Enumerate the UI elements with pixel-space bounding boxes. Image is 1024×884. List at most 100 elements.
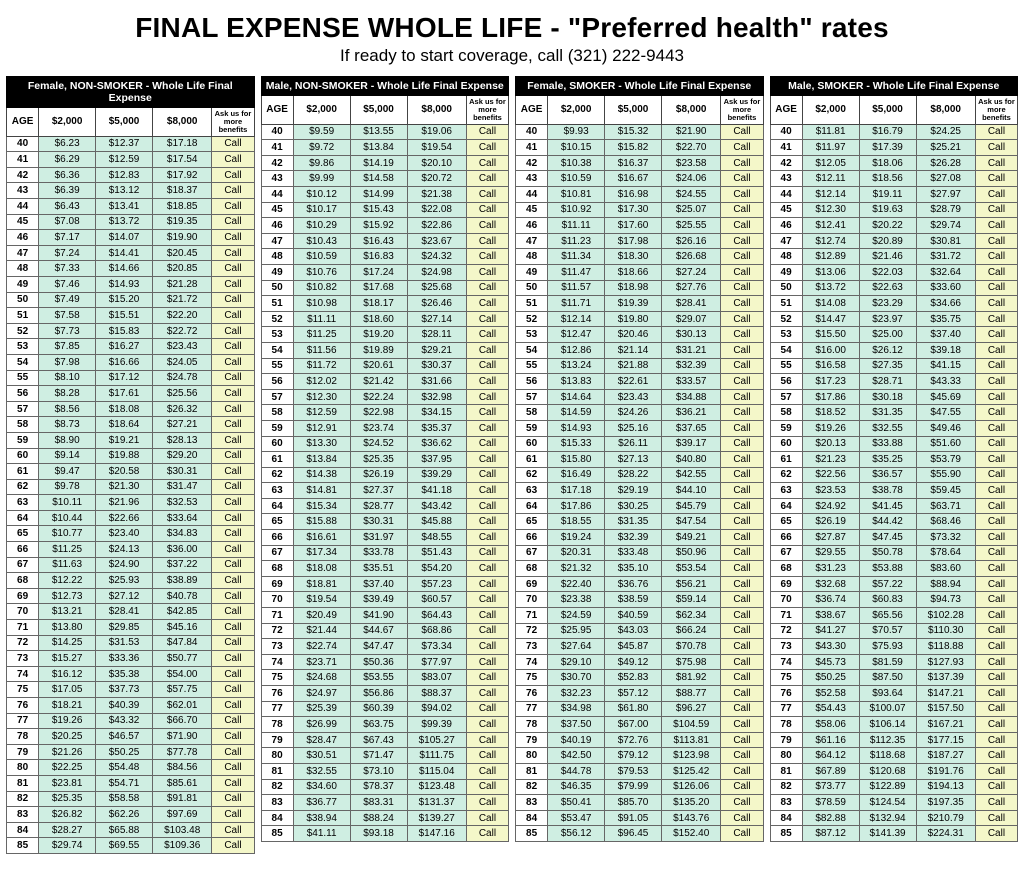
call-cell[interactable]: Call <box>721 140 763 156</box>
call-cell[interactable]: Call <box>212 230 254 246</box>
call-cell[interactable]: Call <box>466 530 508 546</box>
call-cell[interactable]: Call <box>975 140 1017 156</box>
call-cell[interactable]: Call <box>212 526 254 542</box>
call-cell[interactable]: Call <box>212 510 254 526</box>
call-cell[interactable]: Call <box>975 701 1017 717</box>
call-cell[interactable]: Call <box>466 826 508 842</box>
call-cell[interactable]: Call <box>975 202 1017 218</box>
call-cell[interactable]: Call <box>466 389 508 405</box>
call-cell[interactable]: Call <box>212 136 254 152</box>
call-cell[interactable]: Call <box>466 233 508 249</box>
call-cell[interactable]: Call <box>721 311 763 327</box>
call-cell[interactable]: Call <box>721 732 763 748</box>
call-cell[interactable]: Call <box>212 729 254 745</box>
call-cell[interactable]: Call <box>721 639 763 655</box>
call-cell[interactable]: Call <box>212 557 254 573</box>
call-cell[interactable]: Call <box>466 763 508 779</box>
call-cell[interactable]: Call <box>212 339 254 355</box>
call-cell[interactable]: Call <box>975 810 1017 826</box>
call-cell[interactable]: Call <box>975 717 1017 733</box>
call-cell[interactable]: Call <box>212 791 254 807</box>
call-cell[interactable]: Call <box>975 187 1017 203</box>
call-cell[interactable]: Call <box>466 296 508 312</box>
call-cell[interactable]: Call <box>466 280 508 296</box>
call-cell[interactable]: Call <box>466 686 508 702</box>
call-cell[interactable]: Call <box>721 608 763 624</box>
call-cell[interactable]: Call <box>212 417 254 433</box>
call-cell[interactable]: Call <box>721 717 763 733</box>
call-cell[interactable]: Call <box>975 311 1017 327</box>
call-cell[interactable]: Call <box>466 155 508 171</box>
call-cell[interactable]: Call <box>466 748 508 764</box>
call-cell[interactable]: Call <box>466 124 508 140</box>
call-cell[interactable]: Call <box>975 358 1017 374</box>
call-cell[interactable]: Call <box>212 698 254 714</box>
call-cell[interactable]: Call <box>721 389 763 405</box>
call-cell[interactable]: Call <box>466 202 508 218</box>
call-cell[interactable]: Call <box>212 838 254 854</box>
call-cell[interactable]: Call <box>466 218 508 234</box>
call-cell[interactable]: Call <box>721 483 763 499</box>
call-cell[interactable]: Call <box>975 155 1017 171</box>
call-cell[interactable]: Call <box>721 420 763 436</box>
call-cell[interactable]: Call <box>212 432 254 448</box>
call-cell[interactable]: Call <box>212 354 254 370</box>
call-cell[interactable]: Call <box>975 561 1017 577</box>
call-cell[interactable]: Call <box>975 436 1017 452</box>
call-cell[interactable]: Call <box>466 467 508 483</box>
call-cell[interactable]: Call <box>466 576 508 592</box>
call-cell[interactable]: Call <box>212 775 254 791</box>
call-cell[interactable]: Call <box>212 573 254 589</box>
call-cell[interactable]: Call <box>212 152 254 168</box>
call-cell[interactable]: Call <box>212 588 254 604</box>
call-cell[interactable]: Call <box>212 214 254 230</box>
call-cell[interactable]: Call <box>466 717 508 733</box>
call-cell[interactable]: Call <box>975 405 1017 421</box>
call-cell[interactable]: Call <box>466 358 508 374</box>
call-cell[interactable]: Call <box>212 620 254 636</box>
call-cell[interactable]: Call <box>721 686 763 702</box>
call-cell[interactable]: Call <box>212 448 254 464</box>
call-cell[interactable]: Call <box>975 342 1017 358</box>
call-cell[interactable]: Call <box>466 436 508 452</box>
call-cell[interactable]: Call <box>466 498 508 514</box>
call-cell[interactable]: Call <box>721 623 763 639</box>
call-cell[interactable]: Call <box>975 467 1017 483</box>
call-cell[interactable]: Call <box>212 464 254 480</box>
call-cell[interactable]: Call <box>466 420 508 436</box>
call-cell[interactable]: Call <box>721 124 763 140</box>
call-cell[interactable]: Call <box>466 592 508 608</box>
call-cell[interactable]: Call <box>466 405 508 421</box>
call-cell[interactable]: Call <box>721 202 763 218</box>
call-cell[interactable]: Call <box>975 576 1017 592</box>
call-cell[interactable]: Call <box>466 810 508 826</box>
call-cell[interactable]: Call <box>466 732 508 748</box>
call-cell[interactable]: Call <box>466 514 508 530</box>
call-cell[interactable]: Call <box>975 218 1017 234</box>
call-cell[interactable]: Call <box>212 651 254 667</box>
call-cell[interactable]: Call <box>466 561 508 577</box>
call-cell[interactable]: Call <box>975 748 1017 764</box>
call-cell[interactable]: Call <box>975 654 1017 670</box>
call-cell[interactable]: Call <box>466 639 508 655</box>
call-cell[interactable]: Call <box>721 545 763 561</box>
call-cell[interactable]: Call <box>466 483 508 499</box>
call-cell[interactable]: Call <box>975 686 1017 702</box>
call-cell[interactable]: Call <box>212 495 254 511</box>
call-cell[interactable]: Call <box>721 670 763 686</box>
call-cell[interactable]: Call <box>721 810 763 826</box>
call-cell[interactable]: Call <box>721 187 763 203</box>
call-cell[interactable]: Call <box>975 514 1017 530</box>
call-cell[interactable]: Call <box>975 264 1017 280</box>
call-cell[interactable]: Call <box>721 795 763 811</box>
call-cell[interactable]: Call <box>721 358 763 374</box>
call-cell[interactable]: Call <box>466 670 508 686</box>
call-cell[interactable]: Call <box>975 389 1017 405</box>
call-cell[interactable]: Call <box>212 199 254 215</box>
call-cell[interactable]: Call <box>466 654 508 670</box>
call-cell[interactable]: Call <box>975 249 1017 265</box>
call-cell[interactable]: Call <box>466 342 508 358</box>
call-cell[interactable]: Call <box>975 795 1017 811</box>
call-cell[interactable]: Call <box>466 795 508 811</box>
call-cell[interactable]: Call <box>721 561 763 577</box>
